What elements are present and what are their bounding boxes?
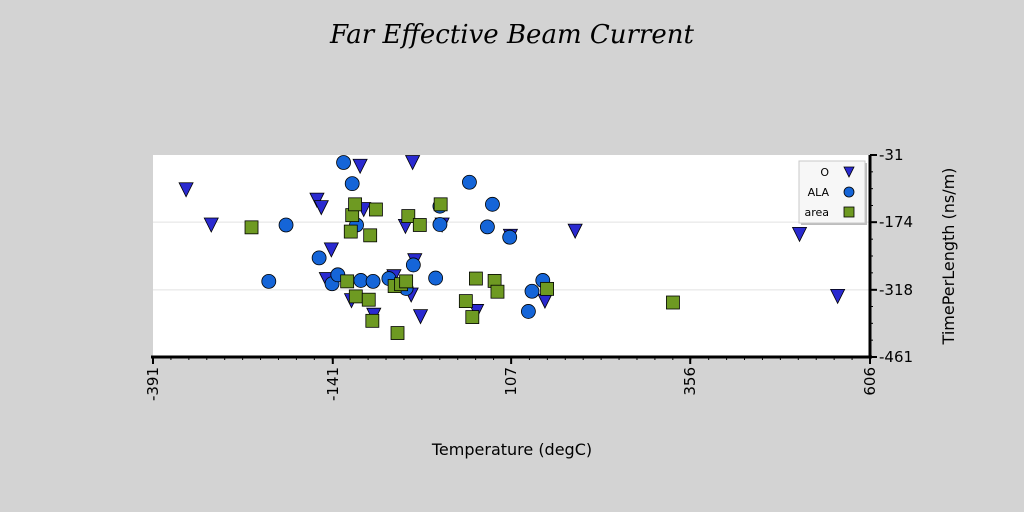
data-point bbox=[412, 218, 427, 232]
data-point bbox=[433, 197, 448, 212]
legend-marker bbox=[843, 206, 855, 218]
x-tick-label: 606 bbox=[861, 367, 879, 396]
data-point bbox=[432, 217, 448, 232]
legend-marker bbox=[843, 166, 855, 178]
legend-marker bbox=[843, 186, 855, 198]
data-point bbox=[462, 174, 477, 190]
data-point bbox=[405, 257, 421, 273]
data-point bbox=[666, 295, 680, 310]
data-marks bbox=[178, 155, 846, 340]
data-point bbox=[311, 250, 327, 266]
data-point bbox=[348, 289, 363, 304]
data-point bbox=[244, 220, 259, 235]
data-point bbox=[178, 182, 194, 198]
y-tick-label: -318 bbox=[879, 281, 913, 299]
plot-area bbox=[153, 155, 870, 357]
data-point bbox=[502, 229, 518, 245]
data-point bbox=[829, 288, 846, 305]
x-axis-label: Temperature (degC) bbox=[431, 440, 592, 459]
data-point bbox=[261, 273, 277, 289]
x-tick-label: -391 bbox=[144, 367, 162, 401]
data-point bbox=[278, 217, 294, 233]
data-point bbox=[323, 242, 339, 258]
legend: O ALA area bbox=[798, 160, 867, 225]
data-point bbox=[524, 283, 540, 299]
data-point bbox=[399, 274, 414, 289]
data-point bbox=[203, 217, 219, 233]
data-point bbox=[361, 292, 376, 307]
y-tick-label: -174 bbox=[879, 213, 913, 231]
data-point bbox=[521, 304, 536, 319]
data-point bbox=[404, 155, 421, 171]
data-point bbox=[458, 294, 473, 308]
data-point bbox=[363, 228, 378, 243]
legend-label: O bbox=[820, 166, 829, 179]
y-tick-label: -31 bbox=[879, 146, 904, 164]
data-point bbox=[309, 192, 325, 208]
y-axis-label: TimePerLength (ns/m) bbox=[939, 168, 958, 346]
data-point bbox=[369, 202, 383, 217]
data-point bbox=[401, 209, 416, 223]
grid-lines bbox=[153, 221, 870, 291]
data-point bbox=[465, 310, 480, 324]
data-point bbox=[791, 226, 808, 243]
data-point bbox=[336, 155, 351, 170]
data-point bbox=[412, 309, 429, 325]
data-point bbox=[352, 158, 368, 175]
data-point bbox=[428, 270, 444, 286]
chart-title: Far Effective Beam Current bbox=[329, 20, 694, 50]
data-point bbox=[480, 219, 495, 235]
data-point bbox=[344, 176, 360, 192]
x-tick-label: -141 bbox=[324, 367, 342, 401]
legend-label: area bbox=[804, 206, 829, 219]
y-tick-label: -461 bbox=[879, 348, 913, 366]
data-point bbox=[313, 200, 329, 216]
x-tick-label: 107 bbox=[502, 367, 520, 396]
legend-label: ALA bbox=[808, 186, 830, 199]
data-point bbox=[485, 196, 500, 212]
data-point bbox=[567, 223, 583, 239]
data-point bbox=[469, 271, 483, 286]
data-point bbox=[343, 224, 358, 239]
data-point bbox=[348, 197, 362, 212]
data-point bbox=[340, 274, 355, 289]
data-point bbox=[490, 284, 505, 299]
x-tick-label: 356 bbox=[681, 367, 699, 396]
data-point bbox=[365, 273, 381, 289]
axes: -391 -141 107 356 606 -31 -174 -318 -461 bbox=[144, 146, 913, 401]
data-point bbox=[540, 281, 554, 296]
data-point bbox=[390, 326, 405, 340]
data-point bbox=[365, 313, 380, 328]
